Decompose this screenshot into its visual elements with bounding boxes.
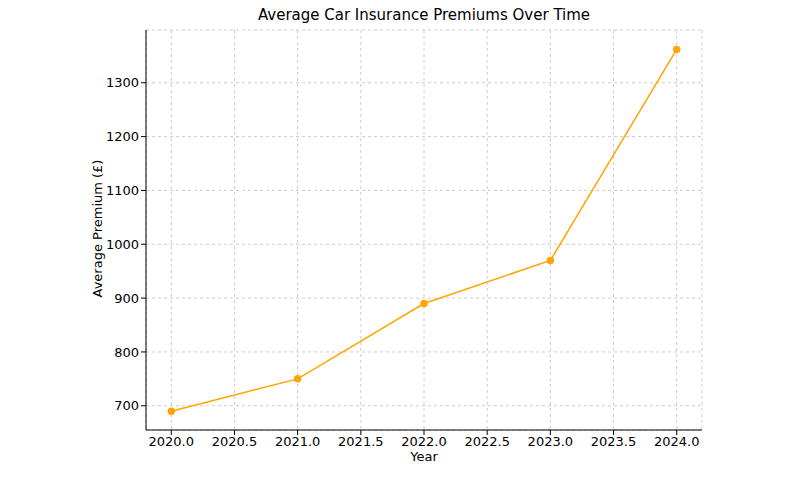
svg-text:1300: 1300 (106, 75, 139, 90)
svg-text:1000: 1000 (106, 237, 139, 252)
html-text:Average Premium (£): Average Premium (£) (89, 159, 105, 298)
svg-text:2020.0: 2020.0 (149, 434, 195, 449)
svg-text:2023.0: 2023.0 (528, 434, 574, 449)
svg-text:2020.5: 2020.5 (212, 434, 258, 449)
svg-text:900: 900 (114, 291, 139, 306)
html-text:Year: Year (410, 449, 438, 464)
svg-text:1200: 1200 (106, 129, 139, 144)
svg-text:2022.5: 2022.5 (464, 434, 510, 449)
svg-text:2021.0: 2021.0 (275, 434, 321, 449)
svg-text:700: 700 (114, 398, 139, 413)
svg-text:2022.0: 2022.0 (401, 434, 447, 449)
svg-text:2023.5: 2023.5 (591, 434, 637, 449)
svg-text:2024.0: 2024.0 (654, 434, 700, 449)
svg-text:1100: 1100 (106, 183, 139, 198)
svg-text:2021.5: 2021.5 (338, 434, 384, 449)
svg-text:800: 800 (114, 345, 139, 360)
html-text:Average Car Insurance Premiums: Average Car Insurance Premiums Over Time (257, 6, 591, 24)
